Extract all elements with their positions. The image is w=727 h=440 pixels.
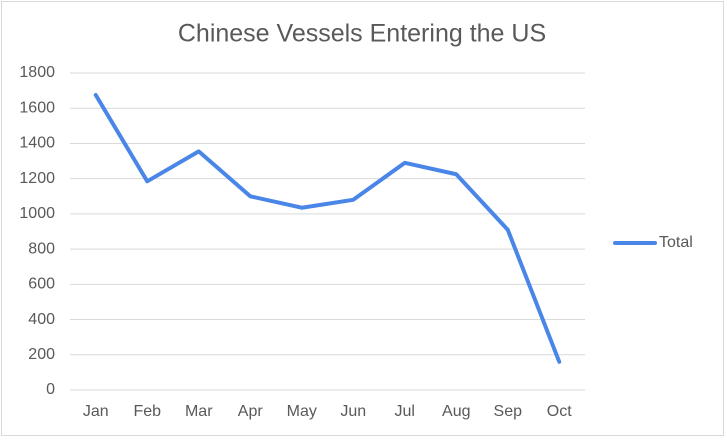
y-tick-label: 1200 (19, 170, 55, 187)
y-tick-label: 1600 (19, 99, 55, 116)
x-tick-label: Sep (494, 403, 523, 420)
y-tick-label: 1800 (19, 64, 55, 81)
y-tick-label: 800 (28, 240, 55, 257)
x-tick-label: Jan (83, 403, 109, 420)
chart-title: Chinese Vessels Entering the US (178, 20, 546, 48)
y-tick-label: 1000 (19, 205, 55, 222)
x-tick-label: Aug (442, 403, 470, 420)
x-tick-label: May (287, 403, 317, 420)
x-tick-label: Mar (185, 403, 213, 420)
line (93, 93, 562, 364)
y-tick-label: 400 (28, 311, 55, 328)
x-tick-label: Apr (238, 403, 264, 420)
y-tick-label: 200 (28, 346, 55, 363)
x-tick-label: Jun (340, 403, 366, 420)
x-tick-label: Feb (133, 403, 161, 420)
legend-label: Total (659, 234, 693, 251)
y-tick-label: 600 (28, 276, 55, 293)
y-tick-label: 0 (46, 381, 55, 398)
x-tick-label: Jul (395, 403, 415, 420)
x-tick-label: Oct (547, 403, 572, 420)
y-tick-label: 1400 (19, 135, 55, 152)
